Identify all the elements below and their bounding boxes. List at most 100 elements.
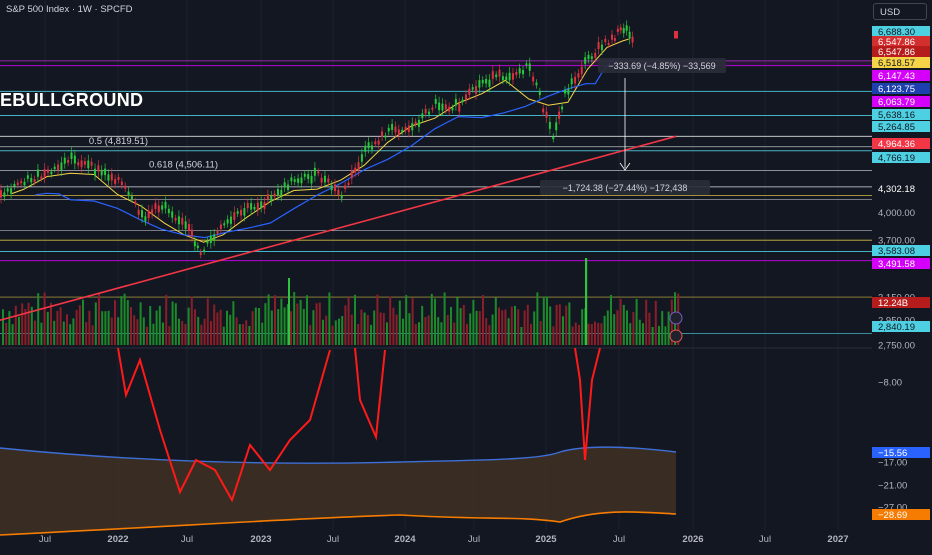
candle-body	[293, 179, 296, 182]
candle-body	[511, 73, 514, 80]
candle-body	[209, 235, 212, 243]
candle-body	[83, 161, 86, 165]
candle-body	[394, 126, 397, 133]
volume-bar	[18, 316, 20, 345]
candle-body	[367, 142, 370, 149]
volume-bar	[600, 323, 603, 345]
volume-bar	[366, 315, 369, 345]
candle-body	[181, 217, 184, 225]
price-label-box	[872, 83, 930, 94]
volume-bar	[510, 306, 513, 345]
candle-body	[604, 38, 607, 43]
oscillator-axis-tick: −27.00	[878, 503, 907, 514]
volume-bar	[517, 309, 520, 345]
volume-bar	[629, 323, 632, 345]
candle-body	[310, 175, 313, 184]
oscillator-label-box	[872, 509, 930, 520]
candle-body	[370, 145, 373, 150]
volume-bar	[171, 301, 174, 345]
measure-box-bottom	[540, 180, 710, 195]
measure-box-top	[598, 58, 726, 73]
candle-body	[151, 209, 154, 215]
price-label-box	[872, 96, 930, 107]
candle-body	[600, 44, 603, 51]
candle-body	[428, 111, 431, 115]
watermark-text: EBULLGROUND	[0, 90, 144, 110]
candle-body	[411, 123, 414, 131]
price-label-box	[872, 46, 930, 57]
candle-body	[501, 76, 504, 81]
volume-bar	[107, 310, 110, 345]
price-label-text: 6,547.86	[878, 47, 915, 58]
candle-body	[584, 57, 587, 64]
fib-label-0-618: 0.618 (4,506.11)	[149, 160, 218, 171]
candle-body	[297, 178, 300, 183]
volume-bar	[347, 297, 350, 345]
candle-body	[532, 76, 535, 82]
volume-bar	[190, 296, 193, 345]
ma-slow-line	[0, 135, 677, 321]
candle-body	[360, 154, 363, 162]
candle-body	[114, 179, 117, 184]
candle-body	[350, 170, 353, 179]
candle-body	[475, 85, 478, 94]
volume-bar	[395, 314, 398, 345]
volume-bar	[53, 320, 56, 345]
currency-selector[interactable]: USD	[873, 3, 927, 20]
candle-body	[167, 208, 170, 214]
volume-bar	[536, 292, 539, 345]
volume-bar	[424, 317, 427, 345]
volume-bar	[72, 318, 75, 345]
candle-body	[555, 122, 558, 131]
volume-bar	[235, 317, 238, 345]
time-axis-tick: Jul	[613, 534, 625, 545]
volume-bar	[594, 321, 596, 345]
candle-body	[233, 212, 236, 221]
candle-body	[13, 183, 16, 187]
volume-bar	[491, 314, 494, 345]
candle-body	[97, 165, 100, 172]
candle-body	[213, 234, 216, 241]
volume-bar	[254, 307, 257, 345]
volume-bar	[37, 293, 40, 345]
volume-bar	[139, 302, 142, 345]
candle-body	[144, 216, 147, 222]
candle-body	[458, 103, 461, 112]
candle-body	[594, 52, 597, 58]
candle-body	[60, 162, 63, 171]
price-label-text: 2,840.19	[878, 322, 915, 333]
candle-body	[43, 169, 46, 178]
time-axis-tick: Jul	[468, 534, 480, 545]
candle-body	[597, 42, 600, 50]
candle-body	[421, 113, 424, 119]
candle-body	[438, 102, 441, 111]
volume-bar	[264, 303, 267, 345]
time-axis-tick: 2022	[107, 534, 128, 545]
candle-body	[141, 210, 143, 218]
price-label-text: 5,638.16	[878, 110, 915, 121]
volume-bar	[229, 314, 232, 345]
volume-bar	[610, 294, 612, 345]
candle-body	[508, 72, 511, 81]
time-axis-tick: 2027	[827, 534, 848, 545]
volume-bar	[488, 325, 491, 345]
volume-bar	[344, 305, 347, 345]
volume-bar	[565, 305, 568, 345]
candle-body	[344, 185, 347, 189]
oscillator-signal-line	[117, 347, 601, 503]
volume-bar	[437, 317, 440, 345]
candle-body	[607, 42, 610, 45]
candle-body	[587, 54, 590, 60]
volume-bar	[126, 300, 129, 345]
candle-body	[67, 159, 70, 163]
candle-body	[518, 68, 521, 74]
price-label-text: 12.24B	[878, 298, 908, 309]
volume-bar	[469, 313, 472, 345]
volume-bar	[216, 312, 219, 345]
flash-icon	[669, 311, 683, 325]
volume-bar	[402, 318, 404, 345]
candle-body	[625, 25, 628, 31]
price-label-box	[872, 183, 930, 194]
